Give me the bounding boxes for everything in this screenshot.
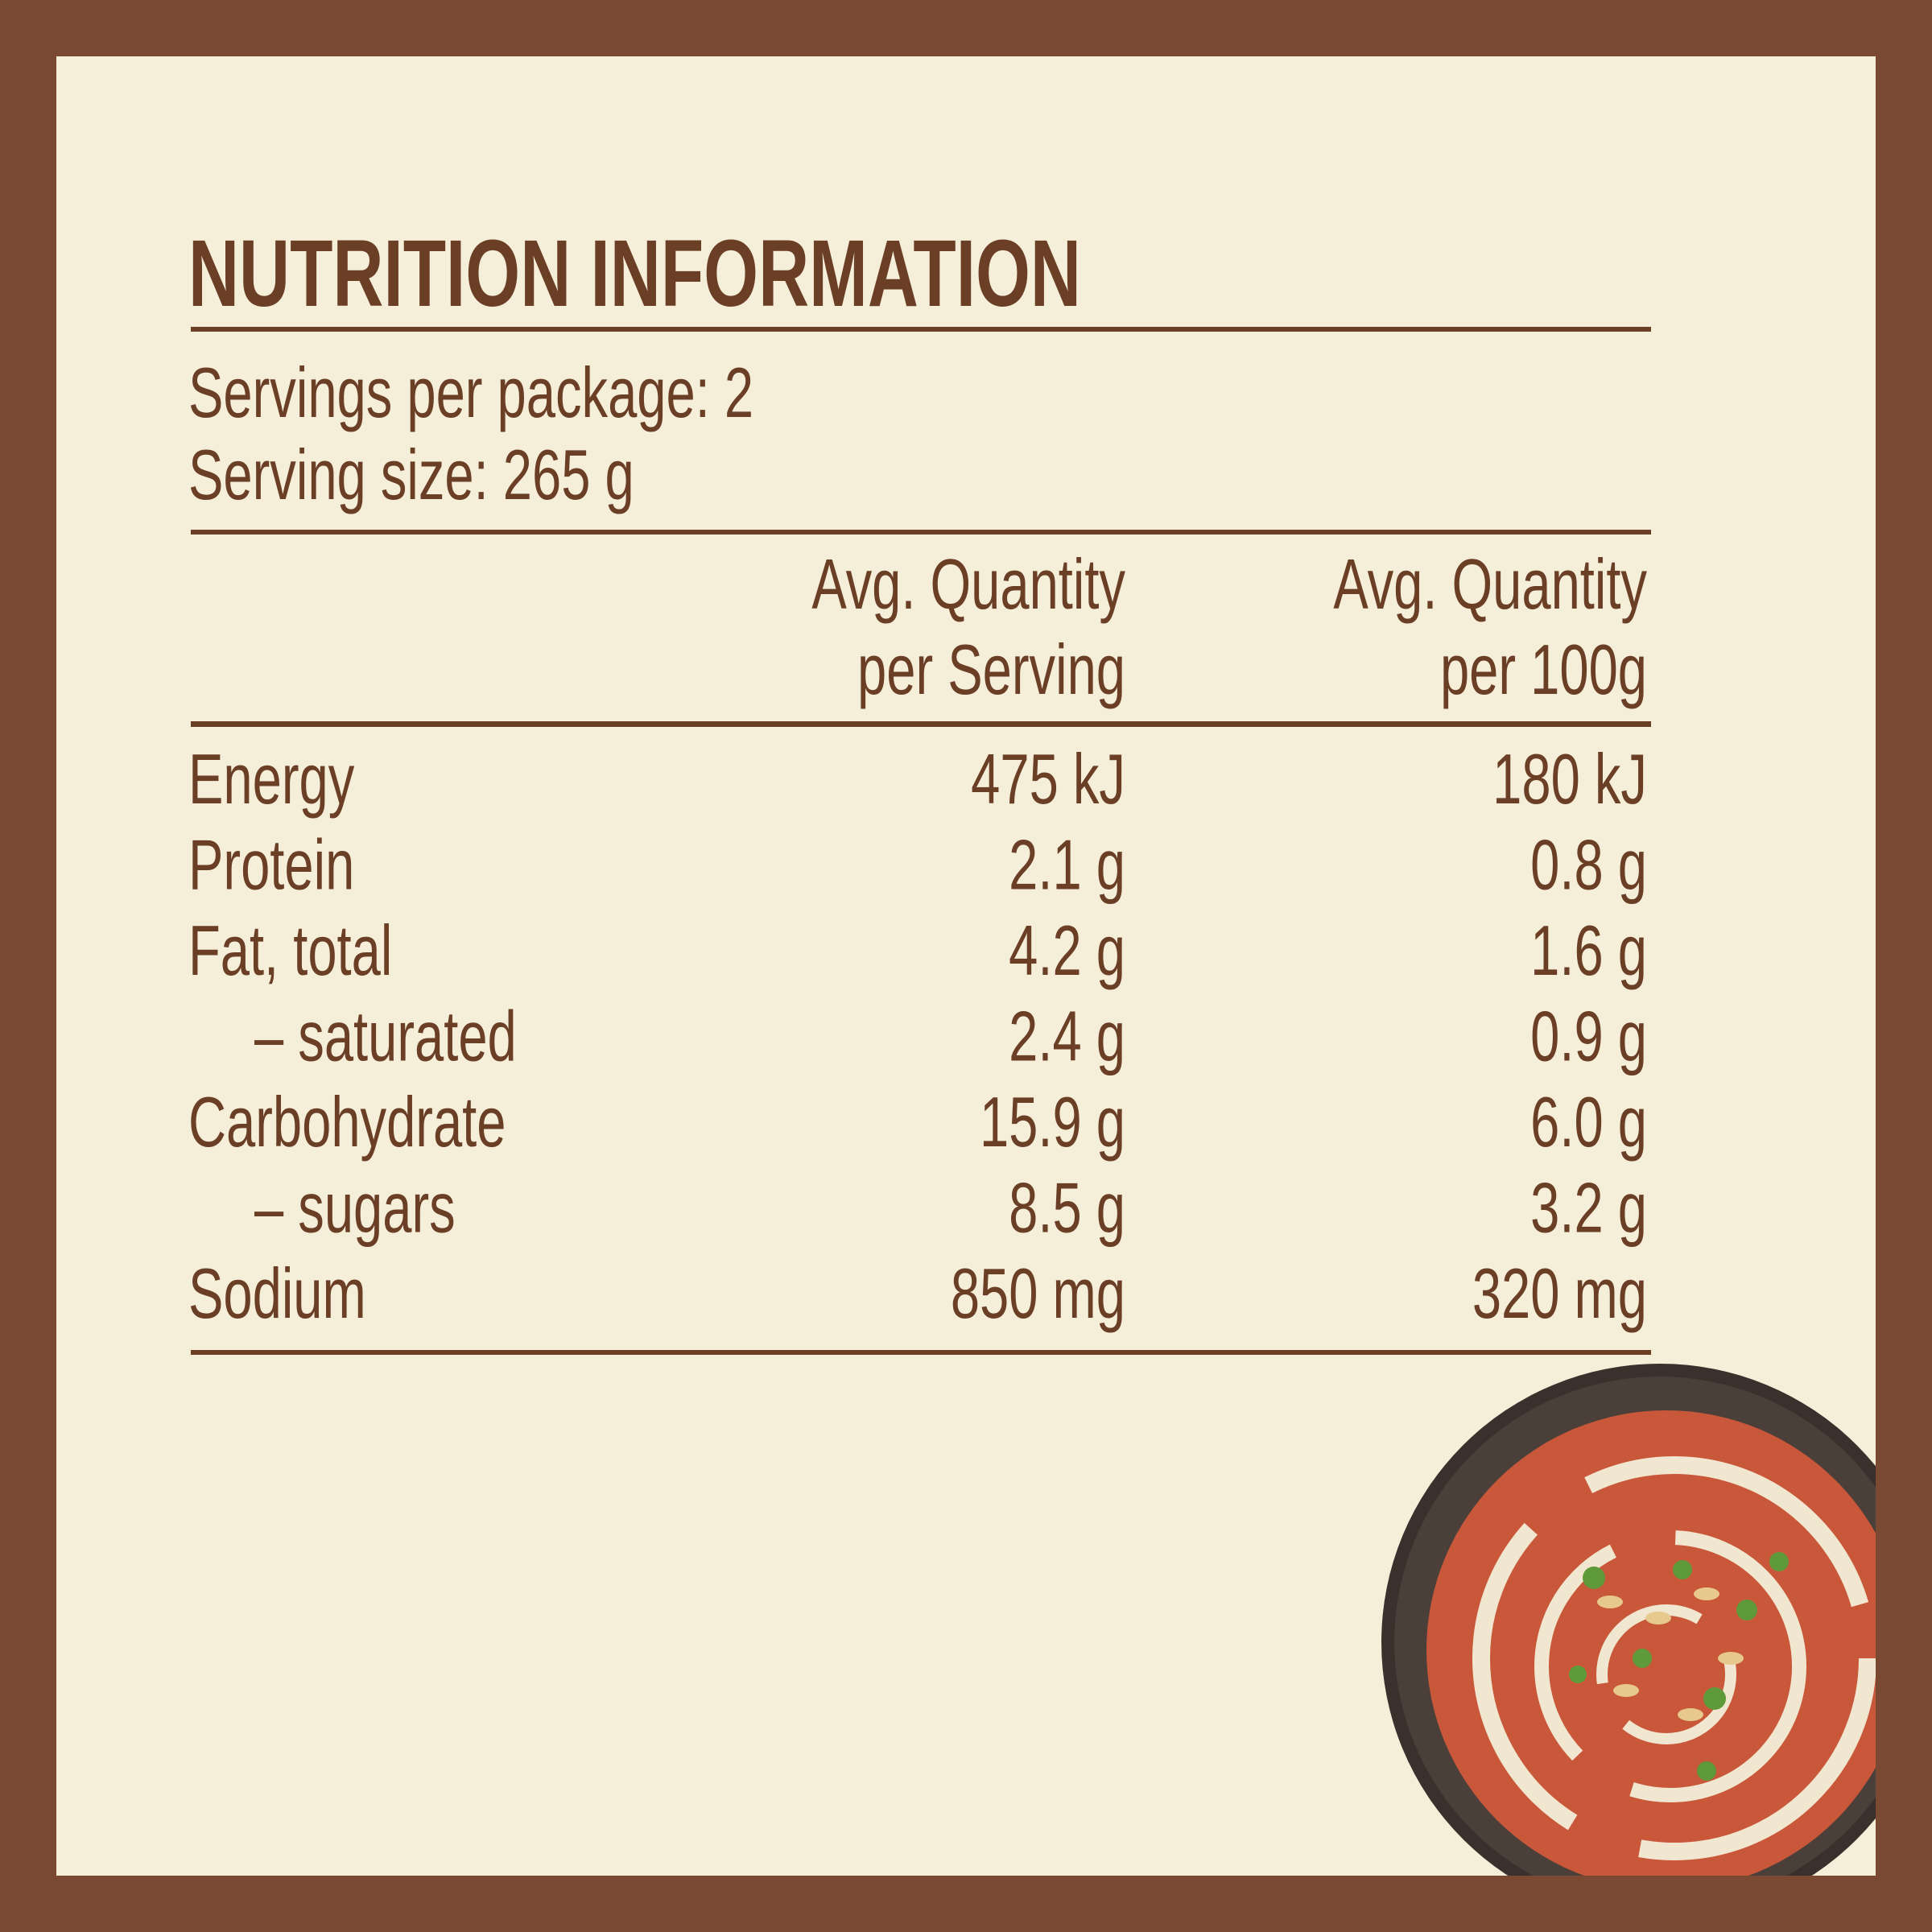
per-serving: 4.2 g	[1009, 912, 1125, 991]
per-serving: 475 kJ	[971, 741, 1125, 819]
per-serving: 15.9 g	[980, 1084, 1125, 1162]
per-serving: 8.5 g	[1009, 1169, 1125, 1248]
nutrient-label: Fat, total	[188, 912, 392, 991]
nutrient-label: – sugars	[254, 1169, 456, 1248]
per-100g: 1.6 g	[1530, 912, 1647, 991]
per-serving: 2.1 g	[1009, 826, 1125, 905]
per-100g: 6.0 g	[1530, 1084, 1647, 1162]
column-header: per Serving	[857, 631, 1125, 710]
column-header: per 100g	[1440, 631, 1647, 710]
column-header: Avg. Quantity	[1333, 546, 1647, 625]
per-100g: 3.2 g	[1530, 1169, 1647, 1248]
nutrient-label: Carbohydrate	[188, 1084, 506, 1162]
nutrient-label: – saturated	[254, 997, 517, 1076]
rule	[191, 530, 1651, 535]
nutrient-label: Protein	[188, 826, 354, 905]
title: NUTRITION INFORMATION	[188, 220, 1081, 326]
nutrient-label: Sodium	[188, 1255, 366, 1334]
per-100g: 320 mg	[1472, 1255, 1647, 1334]
nutrient-label: Energy	[188, 741, 355, 819]
table: NUTRITION INFORMATION Servings per packag…	[188, 220, 1647, 1333]
per-serving: 2.4 g	[1009, 997, 1125, 1076]
per-100g: 0.8 g	[1530, 826, 1647, 905]
servings-per-package: Servings per package: 2	[188, 354, 753, 433]
per-serving: 850 mg	[951, 1255, 1125, 1334]
rule	[191, 1350, 1651, 1355]
column-header: Avg. Quantity	[811, 546, 1125, 625]
rule	[191, 721, 1651, 727]
per-100g: 180 kJ	[1492, 741, 1647, 819]
serving-size: Serving size: 265 g	[188, 436, 634, 515]
soup-bowl	[1381, 1364, 1876, 1876]
per-100g: 0.9 g	[1530, 997, 1647, 1076]
rule	[191, 327, 1651, 332]
